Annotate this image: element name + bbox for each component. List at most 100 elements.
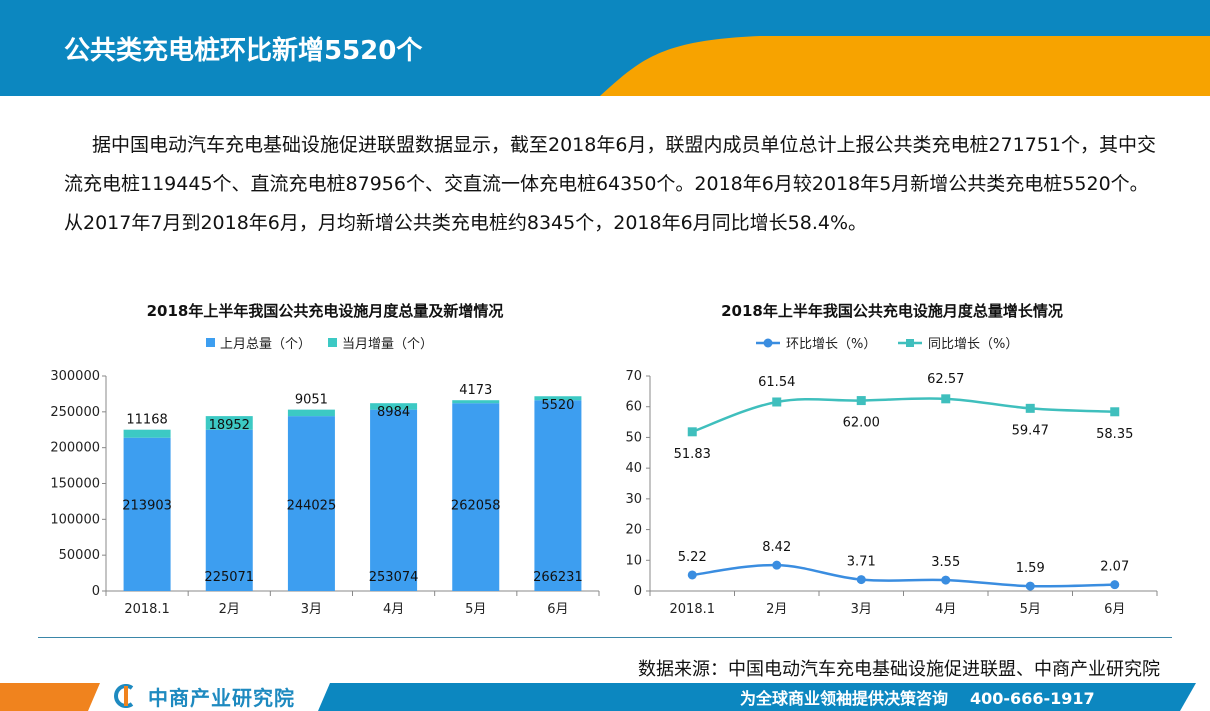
y-tick-label: 70	[625, 369, 642, 384]
data-label: 51.83	[674, 447, 711, 462]
data-point	[856, 396, 866, 406]
y-tick-label: 40	[625, 461, 642, 476]
data-point	[687, 570, 697, 580]
legend-label-0: 上月总量（个）	[220, 337, 311, 352]
bar-chart-svg: 2018年上半年我国公共充电设施月度总量及新增情况 上月总量（个） 当月增量（个）…	[50, 302, 600, 617]
bar-chart-data-labels: 213903 11168 225071 18952 244025 9051 253074 89…	[122, 383, 582, 585]
x-tick-label: 5月	[1020, 602, 1041, 617]
y-tick-label: 50	[625, 430, 642, 445]
data-label-increment: 4173	[459, 383, 492, 398]
legend-label-0: 环比增长（%）	[786, 337, 876, 352]
y-tick-label: 30	[625, 492, 642, 507]
slogan-text: 为全球商业领袖提供决策咨询	[740, 689, 949, 708]
line-chart-svg: 2018年上半年我国公共充电设施月度总量增长情况 环比增长（%） 同比增长（%） …	[625, 302, 1158, 617]
line-chart-data-labels: 5.22 8.42 3.71 3.55 1.59 2.07 51.83 61.54 62.00 6…	[674, 372, 1134, 576]
data-point	[1110, 407, 1120, 417]
data-point	[687, 427, 697, 437]
data-point	[856, 575, 866, 585]
data-label: 3.71	[847, 555, 876, 570]
data-label: 58.35	[1096, 427, 1133, 442]
bar-chart-bars	[123, 396, 582, 591]
footer-divider	[38, 637, 1172, 638]
data-label-increment: 5520	[541, 398, 574, 413]
line-chart-legend: 环比增长（%） 同比增长（%）	[756, 337, 1018, 352]
bar-base	[123, 437, 171, 591]
data-point	[941, 575, 951, 585]
summary-paragraph: 据中国电动汽车充电基础设施促进联盟数据显示，截至2018年6月，联盟内成员单位总…	[64, 126, 1164, 243]
data-label: 61.54	[758, 375, 795, 390]
y-tick-label: 0	[634, 584, 642, 599]
x-tick-label: 2月	[219, 602, 240, 617]
data-point	[1025, 403, 1035, 413]
bar-base	[205, 429, 253, 591]
data-label: 8.42	[762, 540, 791, 555]
data-label: 3.55	[931, 555, 960, 570]
bar-base	[370, 409, 418, 591]
y-tick-label: 100000	[50, 512, 100, 527]
y-tick-label: 20	[625, 523, 642, 538]
data-source: 数据来源：中国电动汽车充电基础设施促进联盟、中商产业研究院	[638, 659, 1160, 680]
summary-text: 据中国电动汽车充电基础设施促进联盟数据显示，截至2018年6月，联盟内成员单位总…	[64, 134, 1156, 234]
logo-text: 中商产业研究院	[148, 685, 295, 710]
legend-label-1: 当月增量（个）	[342, 337, 433, 352]
header-banner: 公共类充电桩环比新增5520个	[0, 0, 1210, 96]
y-tick-label: 50000	[59, 548, 100, 563]
y-tick-label: 250000	[50, 405, 100, 420]
series-line-1	[691, 397, 1115, 433]
x-tick-label: 2月	[766, 602, 787, 617]
header-background	[0, 0, 1210, 96]
x-tick-label: 6月	[547, 602, 568, 617]
data-label: 2.07	[1100, 560, 1129, 575]
y-tick-label: 300000	[50, 369, 100, 384]
data-point	[772, 560, 782, 570]
data-point	[1025, 581, 1035, 591]
x-tick-label: 2018.1	[124, 602, 170, 617]
data-label-base: 213903	[122, 498, 172, 513]
data-label-increment: 18952	[209, 418, 250, 433]
company-logo: 中商产业研究院	[112, 683, 295, 710]
x-tick-label: 4月	[383, 602, 404, 617]
y-tick-label: 150000	[50, 477, 100, 492]
line-chart-axes: 0 10 20 30 40 50 60 70 2018.1 2月 3月 4月 5月 6月	[625, 369, 1158, 617]
bar-increment	[205, 416, 253, 430]
bar-base	[452, 403, 500, 591]
bar-chart-axes: 0 50000 100000 150000 200000 250000 300000 2018…	[50, 369, 600, 617]
data-label-increment: 8984	[377, 405, 410, 420]
data-point	[772, 397, 782, 407]
y-tick-label: 60	[625, 400, 642, 415]
x-tick-label: 6月	[1104, 602, 1125, 617]
legend-label-1: 同比增长（%）	[928, 337, 1018, 352]
bar-increment	[452, 400, 500, 404]
data-label-base: 244025	[287, 498, 337, 513]
data-label: 1.59	[1016, 561, 1045, 576]
bar-chart-legend: 上月总量（个） 当月增量（个）	[206, 337, 433, 352]
legend-marker-1	[906, 339, 914, 347]
x-tick-label: 4月	[935, 602, 956, 617]
footer-background	[0, 683, 1196, 711]
line-chart-title: 2018年上半年我国公共充电设施月度总量增长情况	[721, 302, 1063, 320]
legend-swatch-0	[206, 338, 215, 347]
data-label-base: 225071	[204, 570, 254, 585]
bar-increment	[123, 429, 171, 438]
data-label-base: 262058	[451, 498, 501, 513]
bar-chart-title: 2018年上半年我国公共充电设施月度总量及新增情况	[147, 302, 504, 320]
footer-slogan: 为全球商业领袖提供决策咨询 400-666-1917	[740, 685, 1095, 709]
logo-icon	[114, 684, 134, 708]
data-label: 59.47	[1012, 423, 1049, 438]
phone-number: 400-666-1917	[970, 689, 1095, 708]
x-tick-label: 3月	[851, 602, 872, 617]
x-tick-label: 3月	[301, 602, 322, 617]
y-tick-label: 0	[92, 584, 100, 599]
series-line-0	[692, 563, 1115, 588]
line-chart-series	[687, 394, 1120, 591]
bar-increment	[370, 403, 418, 410]
bar-increment	[534, 396, 582, 401]
data-point	[1110, 580, 1120, 590]
data-label-increment: 9051	[295, 393, 328, 408]
page-title: 公共类充电桩环比新增5520个	[64, 36, 423, 66]
data-label-increment: 11168	[126, 413, 167, 428]
bar-chart-monthly-total: 2018年上半年我国公共充电设施月度总量及新增情况 上月总量（个） 当月增量（个）…	[40, 292, 610, 627]
data-label: 62.57	[927, 372, 964, 387]
line-chart-growth: 2018年上半年我国公共充电设施月度总量增长情况 环比增长（%） 同比增长（%） …	[610, 292, 1180, 627]
y-tick-label: 200000	[50, 441, 100, 456]
